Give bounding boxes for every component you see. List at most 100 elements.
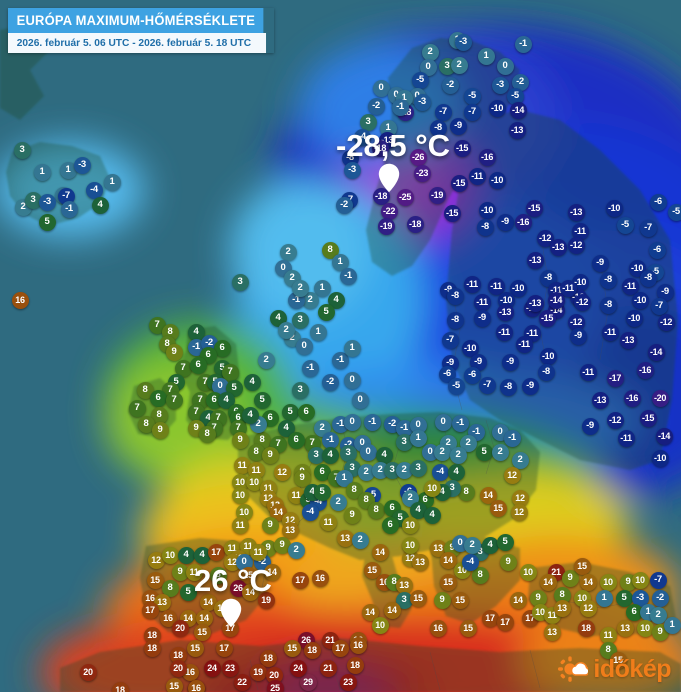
station-marker: 14 [371, 543, 389, 561]
station-marker: -5 [616, 216, 634, 234]
station-marker: 9 [273, 536, 291, 554]
station-marker: -8 [446, 287, 464, 305]
station-marker: 0 [496, 57, 514, 75]
station-marker: -16 [636, 361, 654, 379]
station-marker: -12 [567, 236, 585, 254]
station-marker: 2 [421, 43, 439, 61]
station-marker: 18 [303, 641, 321, 659]
station-marker: 5 [496, 533, 514, 551]
station-marker: 15 [239, 566, 257, 584]
station-marker: 24 [289, 659, 307, 677]
station-marker: 6 [297, 403, 315, 421]
station-marker: 0 [343, 371, 361, 389]
station-marker: -10 [539, 347, 557, 365]
station-marker: 3 [359, 113, 377, 131]
station-marker: 14 [263, 563, 281, 581]
station-marker: 17 [481, 609, 499, 627]
station-marker: -3 [73, 156, 91, 174]
station-marker: 29 [300, 674, 317, 691]
station-marker: -11 [463, 275, 481, 293]
station-marker: 8 [137, 415, 155, 433]
station-marker: -3 [491, 76, 509, 94]
station-marker: 16 [349, 636, 367, 654]
station-marker: -13 [591, 391, 609, 409]
station-marker: -11 [487, 277, 505, 295]
station-marker: -19 [428, 186, 446, 204]
station-marker: 1 [331, 253, 349, 271]
station-marker: -12 [567, 313, 585, 331]
station-marker: 15 [573, 557, 591, 575]
station-marker: 13 [281, 521, 299, 539]
station-marker: -1 [503, 429, 521, 447]
station-marker: -14 [509, 101, 527, 119]
station-marker: -13 [508, 121, 526, 139]
station-marker: -11 [571, 222, 589, 240]
station-marker: 10 [519, 563, 537, 581]
station-marker: 8 [150, 406, 168, 424]
station-marker: -2 [651, 589, 669, 607]
station-marker: -16 [623, 389, 641, 407]
station-marker: 25 [266, 679, 284, 692]
station-marker: 2 [329, 493, 347, 511]
station-marker: 3 [307, 446, 325, 464]
station-marker: -13 [567, 203, 585, 221]
station-marker: -2 [321, 373, 339, 391]
station-marker: 4 [177, 546, 195, 564]
station-marker: -8 [639, 269, 657, 287]
page-title: EURÓPA MAXIMUM-HŐMÉRSÉKLETE [8, 8, 264, 33]
station-marker: -12 [536, 229, 554, 247]
station-marker: 23 [339, 673, 357, 691]
station-marker: -13 [496, 303, 514, 321]
station-marker: -1 [339, 267, 357, 285]
station-marker: 4 [321, 446, 339, 464]
station-marker: 5 [317, 303, 335, 321]
station-marker: 12 [273, 463, 291, 481]
station-marker: -17 [606, 369, 624, 387]
station-marker: -15 [453, 139, 471, 157]
station-marker: 4 [241, 406, 259, 424]
station-marker: 2 [649, 606, 667, 624]
station-marker: 13 [213, 599, 231, 617]
station-marker: 1 [595, 589, 613, 607]
station-marker: 15 [363, 561, 381, 579]
station-marker: 10 [371, 616, 389, 634]
station-marker: 4 [243, 373, 261, 391]
station-marker: 8 [247, 443, 265, 461]
station-marker: 4 [277, 419, 295, 437]
station-marker: -5 [411, 71, 429, 89]
station-marker: -3 [38, 193, 56, 211]
station-marker: 10 [423, 479, 441, 497]
station-marker: -14 [547, 291, 565, 309]
station-marker: 17 [291, 571, 309, 589]
station-marker: -2 [335, 196, 353, 214]
station-marker: 9 [529, 589, 547, 607]
station-marker: -18 [372, 187, 390, 205]
station-marker: 1 [309, 323, 327, 341]
station-marker: 10 [599, 573, 617, 591]
idokep-logo[interactable]: időkép [558, 656, 671, 682]
station-marker: 17 [215, 639, 233, 657]
station-marker: 14 [439, 551, 457, 569]
station-marker: 10 [401, 516, 419, 534]
station-marker: -4 [301, 503, 319, 521]
station-marker: -11 [621, 277, 639, 295]
station-marker: 10 [161, 546, 179, 564]
station-marker: 8 [471, 566, 489, 584]
station-marker: 16 [311, 569, 329, 587]
station-marker: 11 [249, 543, 267, 561]
station-marker: 2 [279, 243, 297, 261]
station-marker: 3 [395, 591, 413, 609]
station-marker: 1 [33, 163, 51, 181]
station-marker: 7 [174, 359, 192, 377]
station-marker: 6 [313, 463, 331, 481]
station-marker: 3 [291, 381, 309, 399]
station-marker: 0 [372, 79, 390, 97]
station-marker: 3 [231, 273, 249, 291]
station-marker: 18 [111, 681, 129, 692]
station-marker: 18 [259, 649, 277, 667]
station-marker: 12 [579, 599, 597, 617]
station-marker: -6 [648, 241, 666, 259]
station-marker: 14 [199, 593, 217, 611]
station-marker: 9 [261, 446, 279, 464]
